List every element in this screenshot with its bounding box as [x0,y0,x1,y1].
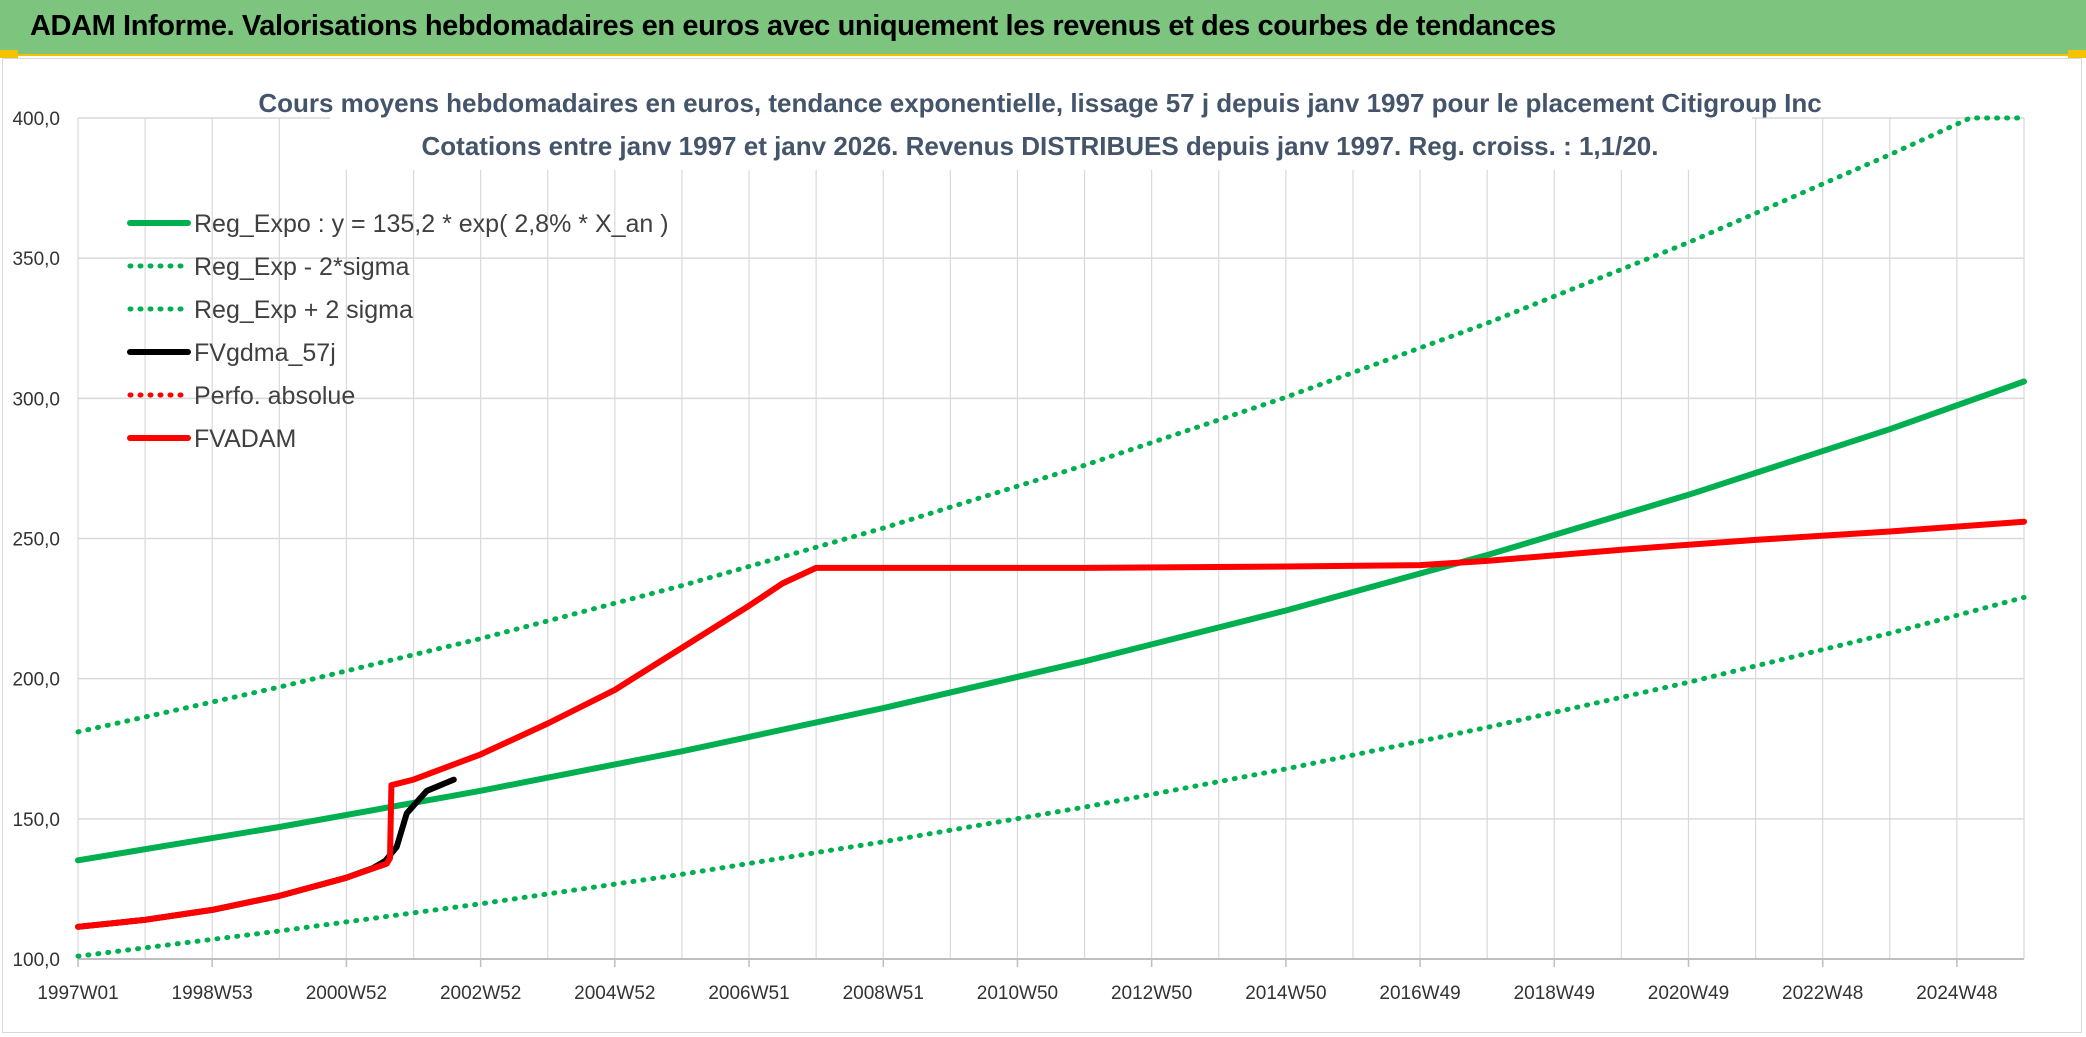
corner-mark-left [0,50,18,58]
legend-label: Perfo. absolue [194,382,355,410]
x-tick-label: 2016W49 [1379,983,1460,1004]
x-tick-label: 2012W50 [1111,983,1192,1004]
header-bar: ADAM Informe. Valorisations hebdomadaire… [0,0,2086,56]
gridlines [77,117,2025,960]
y-axis: 100,0 150,0 200,0 250,0 300,0 350,0 400,0 [12,109,60,971]
y-tick-label: 100,0 [12,950,60,971]
series-line [75,594,2027,959]
x-tick-label: 2004W52 [574,983,655,1004]
x-tick-label: 2010W50 [977,983,1058,1004]
x-tick-label: 2018W49 [1514,983,1595,1004]
y-tick-label: 300,0 [12,389,60,410]
chart-title: Cours moyens hebdomadaires en euros, ten… [258,82,1822,170]
x-tick-label: 2006W51 [708,983,789,1004]
series-line [75,115,2027,735]
chart-title-line-1: Cours moyens hebdomadaires en euros, ten… [258,88,1821,118]
x-tick-label: 2020W49 [1648,983,1729,1004]
chart-title-line-2: Cotations entre janv 1997 et janv 2026. … [422,131,1659,161]
legend: Reg_Expo : y = 135,2 * exp( 2,8% * X_an … [127,210,669,453]
legend-label: FVgdma_57j [194,339,336,367]
x-tick-label: 2022W48 [1782,983,1863,1004]
x-axis: 1997W01 1998W53 2000W52 2002W52 2004W52 2006W… [37,959,1998,1004]
chart-title-background [330,82,1752,170]
y-tick-label: 200,0 [12,670,60,691]
corner-mark-right [2068,50,2086,58]
y-tick-label: 350,0 [12,249,60,270]
page-title: ADAM Informe. Valorisations hebdomadaire… [30,10,1556,42]
y-tick-label: 150,0 [12,810,60,831]
x-tick-label: 2000W52 [306,983,387,1004]
legend-label: Reg_Exp + 2 sigma [194,296,413,324]
x-tick-label: 1998W53 [172,983,253,1004]
y-tick-label: 400,0 [12,109,60,130]
x-tick-label: 2008W51 [843,983,924,1004]
x-tick-label: 2014W50 [1245,983,1326,1004]
series-line [75,378,2027,864]
series-lines [75,115,2027,959]
legend-label: Reg_Exp - 2*sigma [194,253,409,281]
x-tick-label: 2002W52 [440,983,521,1004]
legend-label: FVADAM [194,425,296,453]
x-tick-label: 2024W48 [1916,983,1997,1004]
y-tick-label: 250,0 [12,530,60,551]
legend-label: Reg_Expo : y = 135,2 * exp( 2,8% * X_an … [194,210,669,238]
x-tick-label: 1997W01 [37,983,118,1004]
chart-frame [2,58,2082,1033]
series-line [75,518,2027,930]
